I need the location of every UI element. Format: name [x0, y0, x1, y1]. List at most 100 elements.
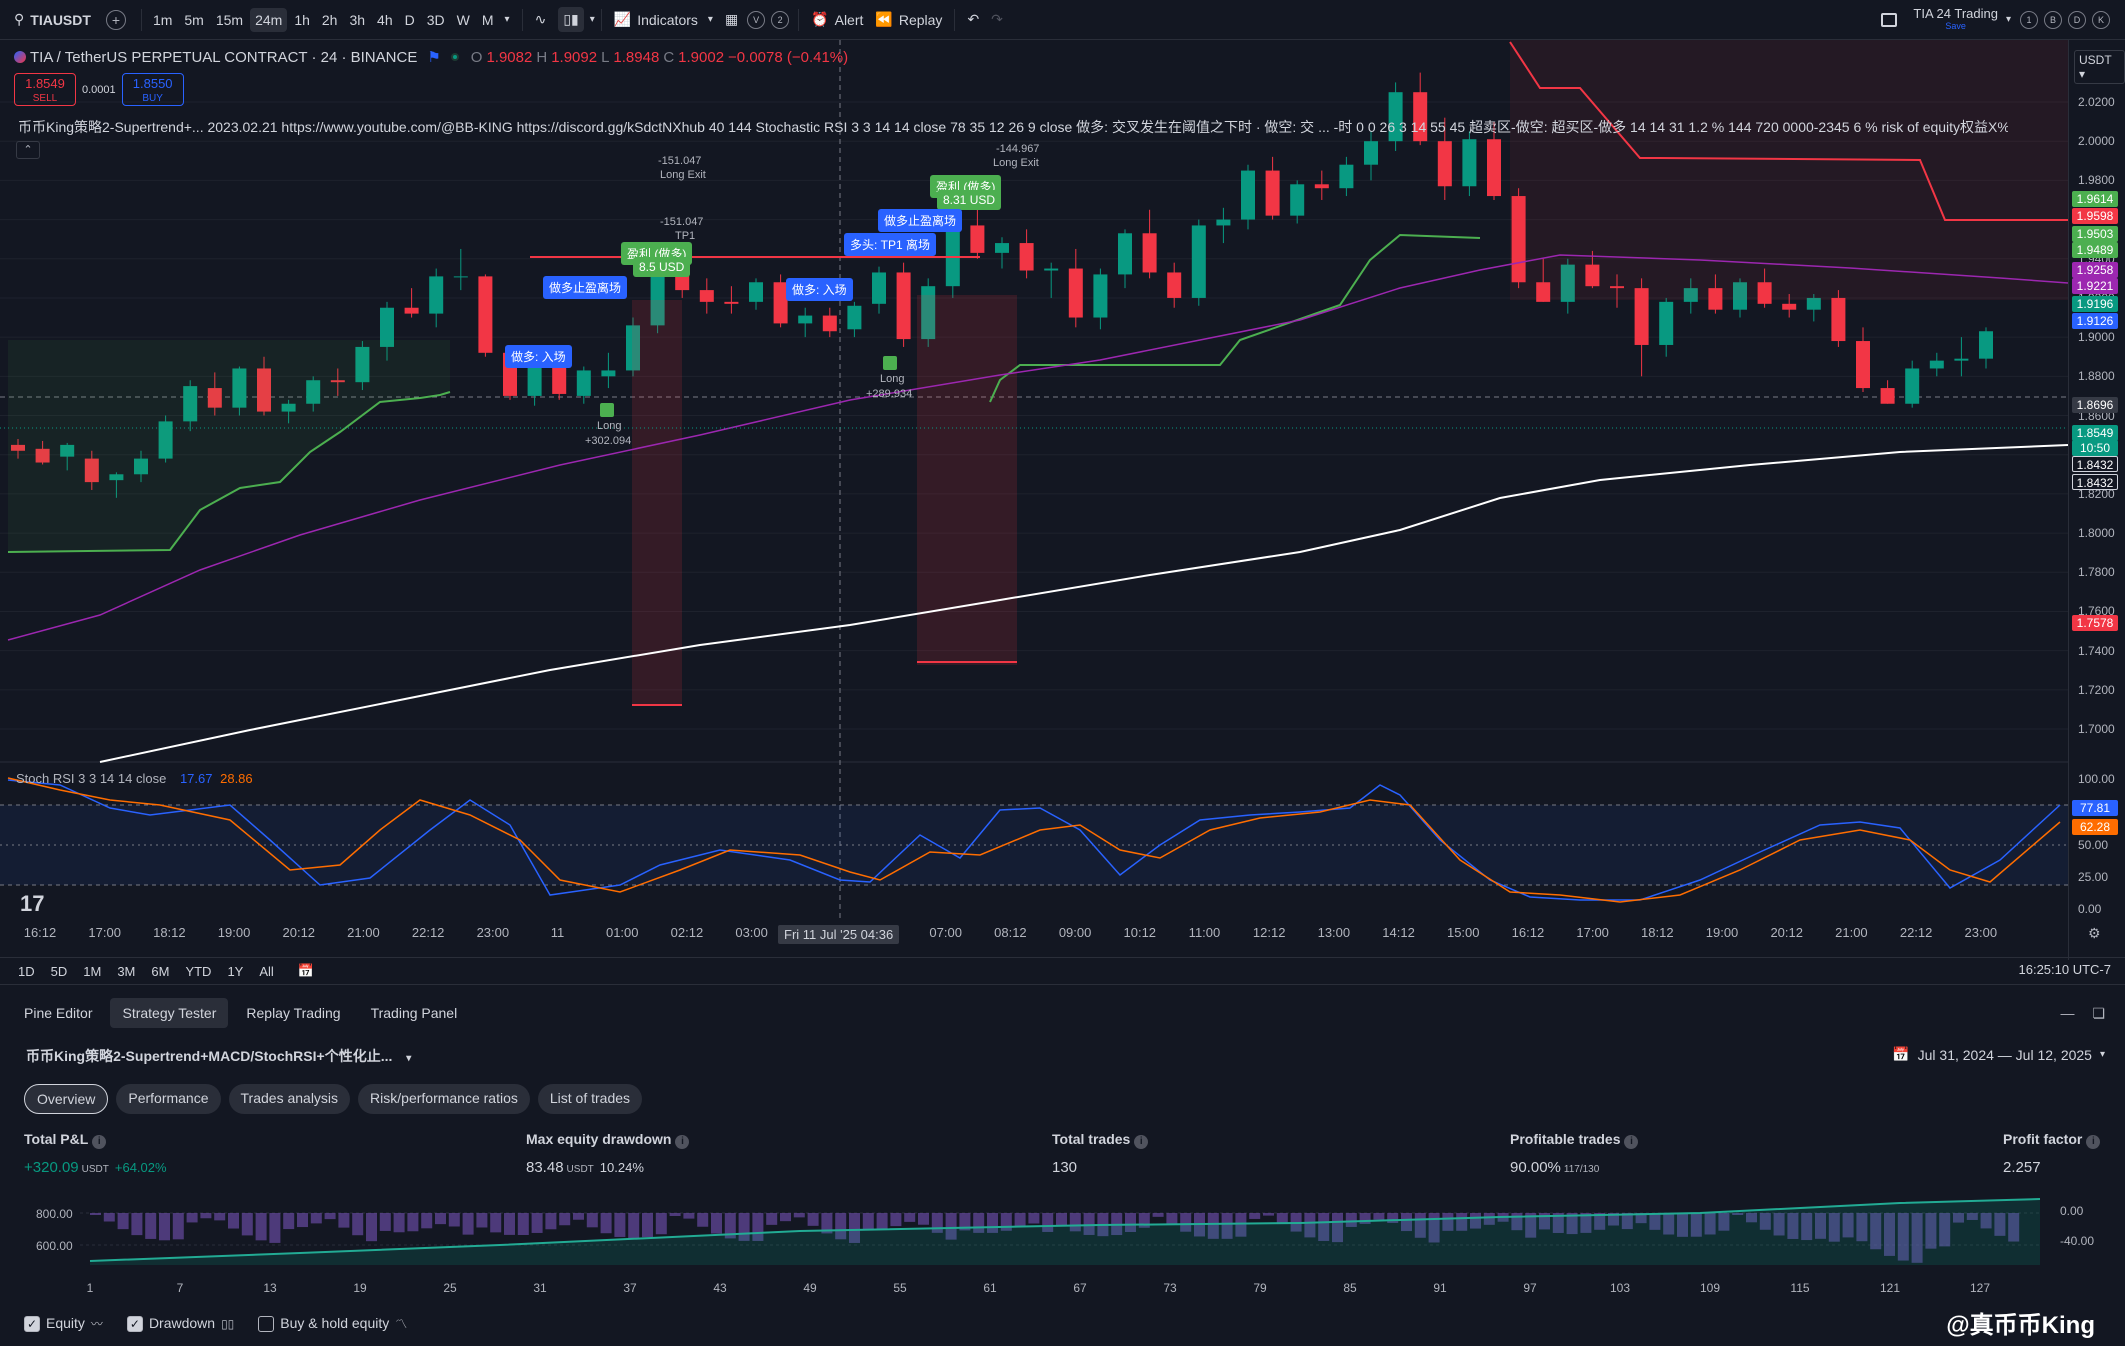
interval-4h[interactable]: 4h	[377, 11, 393, 28]
strategy-name[interactable]: 币币King策略2-Supertrend+MACD/StochRSI+个性化止.…	[26, 1046, 411, 1066]
drawdown-bar	[490, 1213, 502, 1233]
range-All[interactable]: All	[259, 963, 274, 979]
metric-title-text: Max equity drawdown	[526, 1131, 672, 1147]
calendar-icon[interactable]: 📅	[297, 963, 314, 978]
panel-tab[interactable]: Pine Editor	[24, 1004, 93, 1021]
chevron-down-icon[interactable]: ▾	[504, 14, 510, 25]
layout-switcher[interactable]: TIA 24 Trading Save ▾	[1875, 0, 2017, 40]
interval-1m[interactable]: 1m	[152, 11, 173, 28]
interval-3D[interactable]: 3D	[426, 11, 445, 28]
candle-body	[773, 282, 788, 324]
settings-gear-icon[interactable]: ⚙	[2088, 925, 2101, 941]
info-icon[interactable]: i	[675, 1135, 690, 1149]
panel-tab[interactable]: Strategy Tester	[110, 997, 229, 1028]
toggle-0[interactable]: ✓ Equity 〰	[24, 1315, 103, 1333]
interval-D[interactable]: D	[404, 11, 415, 28]
strategy-legend[interactable]: 币币King策略2-Supertrend+... 2023.02.21 http…	[18, 119, 2008, 135]
report-tabs: Overview Performance Trades analysis Risk/p…	[24, 1084, 643, 1114]
interval-2h[interactable]: 2h	[321, 11, 338, 28]
panel-tab[interactable]: Replay Trading	[246, 1004, 341, 1021]
redo-button[interactable]: ↷	[985, 0, 1009, 40]
checkbox[interactable]: ✓	[24, 1316, 40, 1333]
report-tab[interactable]: Overview	[24, 1084, 109, 1114]
equity-chart[interactable]	[0, 1195, 2125, 1285]
interval-1h[interactable]: 1h	[294, 11, 310, 28]
interval-15m[interactable]: 15m	[215, 11, 244, 28]
right-badge[interactable]: B	[2044, 10, 2062, 29]
metric-card: Profit factor i 2.257	[2003, 1131, 2101, 1176]
sell-button[interactable]: 1.8549 SELL	[14, 73, 76, 106]
interval-M[interactable]: M	[481, 11, 494, 28]
report-tab[interactable]: Trades analysis	[228, 1084, 351, 1114]
equity-x-tick: 109	[1699, 1281, 1721, 1295]
checkbox[interactable]: ✓	[126, 1316, 143, 1333]
time-axis[interactable]: 16:12 17:00 18:12 19:00 20:12 21:00 22:12 23:00…	[0, 925, 2101, 947]
range-1M[interactable]: 1M	[83, 963, 102, 979]
info-icon[interactable]: i	[2086, 1135, 2101, 1149]
info-icon[interactable]: i	[1134, 1135, 1149, 1149]
range-5D[interactable]: 5D	[50, 963, 68, 979]
checkbox[interactable]	[258, 1316, 275, 1333]
candle-body	[650, 272, 665, 326]
collapse-legend-button[interactable]: ⌃	[16, 141, 40, 159]
chart-style-line[interactable]: ∿	[529, 0, 553, 40]
indicators-button[interactable]: 📈 Indicators ▾	[608, 0, 719, 40]
drawdown-bar	[1511, 1213, 1523, 1231]
replay-button[interactable]: ⏪ Replay	[869, 0, 948, 40]
toggle-1[interactable]: ✓ Drawdown ▯▯	[126, 1315, 234, 1333]
v-badge[interactable]: V	[747, 10, 766, 29]
maximize-icon[interactable]: ❏	[2092, 1005, 2105, 1021]
right-badge[interactable]: 1	[2020, 10, 2038, 29]
undo-button[interactable]: ↶	[961, 0, 985, 40]
stoch-d-value: 28.86	[220, 771, 253, 786]
chart-area[interactable]	[0, 40, 2125, 960]
candle-body	[1806, 297, 1821, 310]
range-1D[interactable]: 1D	[18, 963, 35, 979]
drawdown-bar	[504, 1213, 515, 1235]
minimize-icon[interactable]: —	[2060, 1005, 2075, 1021]
info-icon[interactable]: i	[1624, 1135, 1639, 1149]
range-1Y[interactable]: 1Y	[227, 963, 244, 979]
price-label: 1.9126	[2072, 313, 2118, 329]
candle-body	[699, 290, 714, 302]
report-tab[interactable]: Risk/performance ratios	[358, 1084, 530, 1114]
report-tab[interactable]: List of trades	[537, 1084, 643, 1114]
metric-value-text: 83.48	[526, 1159, 564, 1176]
interval-3h[interactable]: 3h	[349, 11, 366, 28]
chart-style-candles[interactable]: ▯▮	[552, 0, 589, 40]
tradingview-logo[interactable]: 17	[20, 891, 45, 916]
stoch-legend[interactable]: Stoch RSI 3 3 14 14 close 17.67 28.86	[16, 771, 253, 786]
add-symbol-button[interactable]: +	[97, 0, 135, 40]
right-badge[interactable]: K	[2092, 10, 2110, 29]
drawdown-bar	[973, 1213, 985, 1233]
time-tick: 14:12	[1382, 925, 1415, 940]
currency-selector[interactable]: USDT ▾	[2074, 50, 2125, 84]
report-tab[interactable]: Performance	[116, 1084, 221, 1114]
price-scale[interactable]	[2068, 40, 2125, 960]
equity-right-tick: -40.00	[2060, 1234, 2095, 1248]
metric-card: Profitable trades i 90.00% 117/130	[1510, 1131, 1639, 1176]
range-3M[interactable]: 3M	[117, 963, 136, 979]
candle-body	[183, 386, 198, 422]
panel-tab[interactable]: Trading Panel	[370, 1004, 458, 1021]
symbol-search[interactable]: ⚲ TIAUSDT	[0, 0, 97, 40]
chevron-down-icon[interactable]: ▾	[589, 14, 595, 25]
buy-button[interactable]: 1.8550 BUY	[121, 73, 184, 106]
utc-clock[interactable]: 16:25:10 UTC-7	[2018, 962, 2112, 977]
info-icon[interactable]: i	[92, 1135, 107, 1149]
range-6M[interactable]: 6M	[151, 963, 170, 979]
candle-body	[1314, 184, 1329, 189]
right-badge[interactable]: D	[2068, 10, 2086, 29]
interval-24m[interactable]: 24m	[250, 7, 288, 32]
range-YTD[interactable]: YTD	[185, 963, 212, 979]
date-range-picker[interactable]: 📅 Jul 31, 2024 — Jul 12, 2025 ▾	[1892, 1046, 2105, 1063]
toggle-2[interactable]: Buy & hold equity 〽	[258, 1315, 407, 1333]
price-chart-svg[interactable]	[0, 40, 2068, 960]
long-exit-value: -151.047	[658, 155, 702, 167]
alert-button[interactable]: ⏰ Alert	[805, 0, 869, 40]
interval-5m[interactable]: 5m	[184, 11, 204, 28]
interval-W[interactable]: W	[456, 11, 470, 28]
two-badge[interactable]: 2	[771, 10, 790, 29]
templates-button[interactable]: ▦	[719, 0, 744, 40]
candle-body	[945, 225, 960, 287]
